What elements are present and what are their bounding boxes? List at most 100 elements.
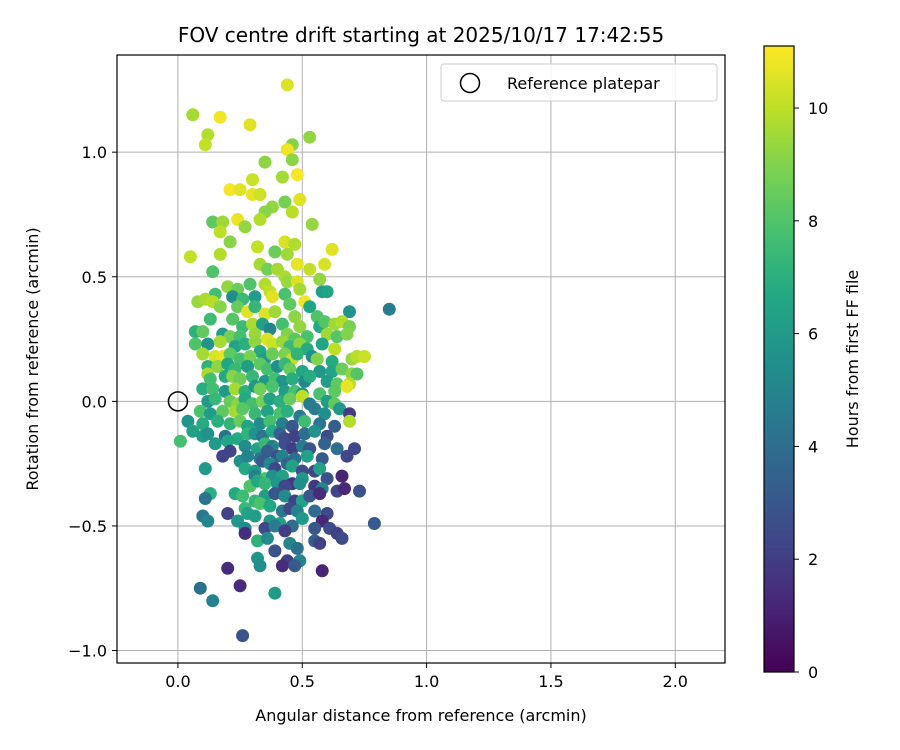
data-point: [325, 355, 339, 368]
data-point: [263, 499, 277, 513]
data-point: [203, 312, 217, 326]
data-point: [238, 462, 252, 476]
data-point: [265, 379, 279, 393]
data-point: [278, 287, 292, 301]
data-point: [325, 242, 339, 256]
data-point: [248, 290, 262, 304]
data-point: [211, 360, 225, 373]
x-axis-label: Angular distance from reference (arcmin): [255, 706, 586, 725]
colorbar-tick-label: 2: [808, 550, 818, 569]
data-point: [221, 561, 235, 575]
data-point: [213, 335, 227, 349]
data-point: [221, 507, 235, 520]
data-point: [196, 325, 210, 339]
data-point: [241, 449, 255, 463]
data-point: [233, 183, 247, 197]
data-point: [273, 394, 287, 408]
data-point: [335, 469, 349, 483]
y-axis-ticks: −1.0 −0.5 0.0 0.5 1.0: [68, 143, 117, 661]
data-point: [173, 434, 187, 448]
data-point: [268, 586, 282, 600]
data-point: [206, 215, 220, 229]
data-point: [260, 262, 274, 276]
data-point: [246, 317, 259, 331]
data-point: [213, 110, 227, 124]
data-point: [320, 327, 334, 341]
data-point: [293, 320, 307, 334]
data-point: [303, 262, 317, 276]
data-point: [278, 524, 292, 538]
legend-box: [440, 63, 718, 102]
data-point: [265, 347, 279, 361]
data-point: [208, 437, 222, 451]
data-point: [278, 235, 292, 249]
data-point: [258, 477, 272, 491]
data-point: [325, 365, 339, 378]
data-point: [201, 337, 215, 351]
data-point: [278, 479, 292, 493]
data-point: [315, 337, 329, 351]
data-point: [308, 424, 322, 438]
data-point: [303, 369, 317, 383]
data-point: [213, 300, 227, 314]
legend-marker-icon: [459, 72, 481, 94]
y-axis-label: Rotation from reference (arcmin): [23, 227, 42, 490]
data-point: [228, 382, 242, 396]
colorbar-tick-label: 6: [808, 325, 818, 344]
data-point: [320, 285, 334, 299]
data-point: [236, 402, 250, 416]
data-point: [186, 108, 200, 122]
data-point: [198, 492, 212, 505]
data-point: [343, 305, 356, 319]
data-point: [318, 257, 332, 271]
data-point: [218, 384, 232, 398]
data-point: [305, 217, 319, 231]
data-point: [303, 300, 317, 314]
colorbar-tick-label: 10: [808, 99, 828, 118]
data-point: [223, 417, 237, 431]
data-point: [290, 541, 304, 555]
data-point: [313, 487, 327, 501]
colorbar-tick-label: 8: [808, 212, 818, 231]
data-point: [288, 429, 302, 443]
data-point: [293, 282, 307, 296]
data-point: [313, 536, 327, 550]
data-point: [226, 290, 240, 304]
data-point: [246, 173, 259, 187]
data-point: [308, 521, 322, 535]
data-point: [223, 183, 237, 197]
data-point: [236, 489, 250, 503]
data-point: [330, 330, 344, 344]
data-point: [382, 302, 396, 316]
data-point: [193, 581, 207, 595]
colorbar-label: Hours from first FF file: [843, 270, 862, 449]
data-point: [198, 138, 212, 152]
data-point: [183, 250, 197, 264]
data-point: [213, 225, 227, 239]
data-point: [357, 350, 371, 363]
data-point: [318, 437, 332, 451]
data-point: [285, 419, 299, 433]
data-point: [268, 245, 282, 259]
data-point: [275, 374, 289, 388]
data-point: [280, 78, 294, 92]
data-point: [248, 300, 262, 314]
data-point: [278, 195, 292, 209]
data-point: [246, 369, 259, 383]
data-point: [320, 374, 334, 388]
data-point: [253, 417, 267, 431]
data-point: [243, 277, 257, 291]
data-point: [226, 312, 240, 326]
data-point: [310, 352, 324, 366]
x-axis-ticks: 0.0 0.5 1.0 1.5 2.0: [165, 663, 688, 691]
colorbar-tick-label: 4: [808, 437, 818, 456]
legend: Reference platepar: [440, 63, 718, 102]
data-point: [248, 407, 262, 421]
data-point: [350, 367, 364, 381]
plot-frame: [116, 54, 726, 664]
data-point: [268, 544, 282, 558]
data-point: [238, 526, 252, 540]
colorbar: [763, 45, 795, 673]
data-point: [268, 487, 282, 501]
